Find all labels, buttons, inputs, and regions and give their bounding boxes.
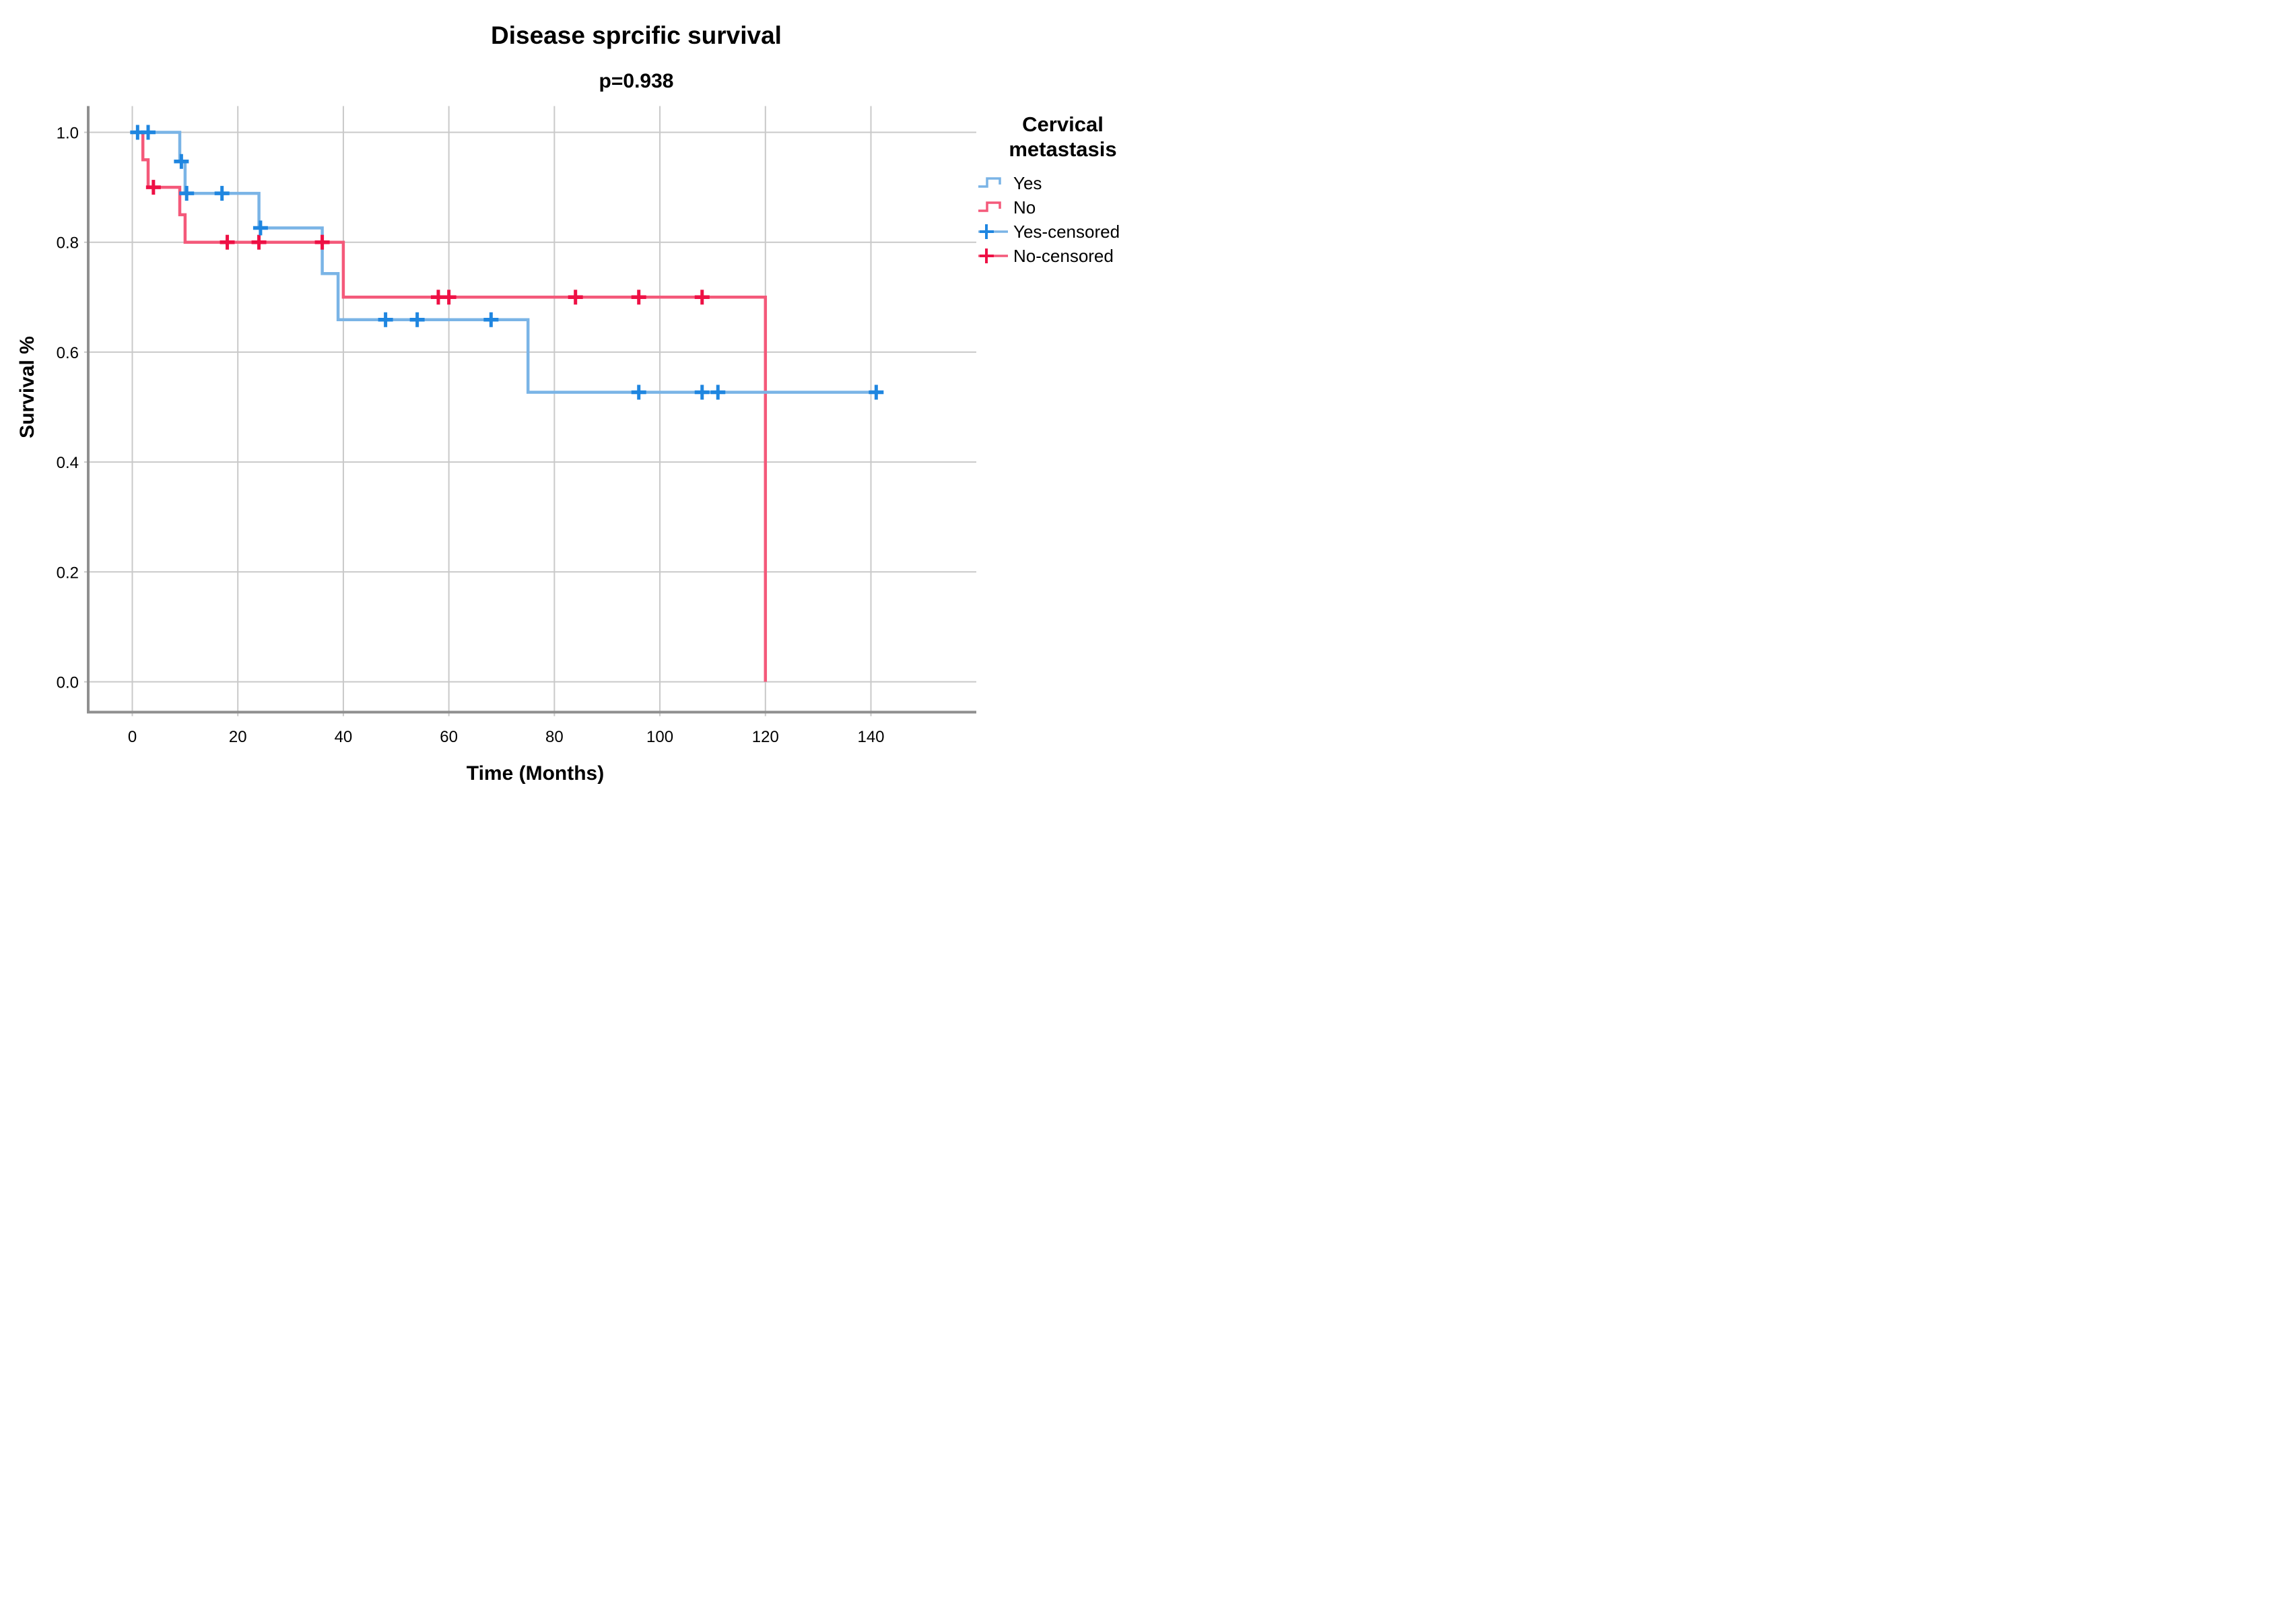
x-tick-label-20: 20 xyxy=(229,728,247,746)
no-step-line-icon xyxy=(978,201,1001,212)
chart-title: Disease sprcific survival xyxy=(491,22,782,49)
x-tick-label-80: 80 xyxy=(545,728,564,746)
no-censored-plus-icon xyxy=(978,248,1008,263)
x-tick-label-0: 0 xyxy=(128,728,137,746)
yes-step-line-icon xyxy=(978,177,1001,188)
legend-item-no: No xyxy=(978,195,1148,220)
x-tick-label-100: 100 xyxy=(646,728,673,746)
survival-curve-yes xyxy=(132,131,882,394)
yes-censored-plus-icon xyxy=(978,224,1008,239)
x-tick-label-40: 40 xyxy=(335,728,353,746)
y-tick-label-0.0: 0.0 xyxy=(57,674,79,692)
legend-label-no-censored: No-censored xyxy=(1013,245,1114,266)
x-tick-label-60: 60 xyxy=(440,728,458,746)
y-tick-label-0.6: 0.6 xyxy=(57,344,79,362)
y-tick-label-0.2: 0.2 xyxy=(57,564,79,582)
legend-item-yes: Yes xyxy=(978,171,1148,195)
y-tick-label-1.0: 1.0 xyxy=(57,125,79,143)
legend-label-yes: Yes xyxy=(1013,172,1042,193)
legend-item-yes-censored: Yes-censored xyxy=(978,220,1148,244)
legend-label-yes-censored: Yes-censored xyxy=(1013,221,1120,242)
x-tick-label-140: 140 xyxy=(857,728,884,746)
y-tick-label-0.4: 0.4 xyxy=(57,454,79,472)
legend-title: Cervical metastasis xyxy=(1009,112,1117,161)
y-tick-label-0.8: 0.8 xyxy=(57,234,79,253)
legend-item-no-censored: No-censored xyxy=(978,244,1148,268)
legend-label-no: No xyxy=(1013,197,1036,218)
y-axis-title: Survival % xyxy=(16,336,38,438)
legend: Cervical metastasis Yes No Yes-censored xyxy=(978,112,1148,268)
x-tick-label-120: 120 xyxy=(752,728,779,746)
km-plot-area: 0 20 40 60 80 100 120 140 0.0 0.2 0.4 0.6 0.8 1.0 xyxy=(57,106,976,746)
km-survival-figure: Disease sprcific survival p=0.938 0 20 40 6… xyxy=(0,0,1148,799)
x-axis-title: Time (Months) xyxy=(466,762,605,785)
p-value-label: p=0.938 xyxy=(599,70,674,92)
survival-curve-no xyxy=(132,131,768,682)
